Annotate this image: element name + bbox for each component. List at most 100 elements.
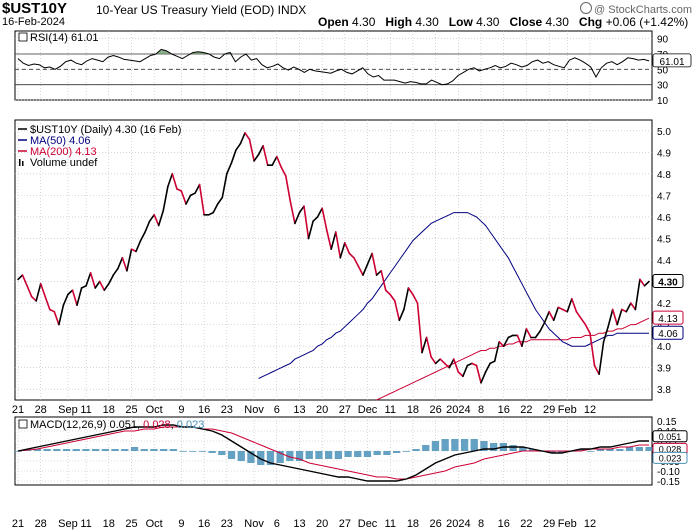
macd-x-tick-label: 22 bbox=[520, 518, 532, 530]
macd-histogram-bar bbox=[393, 451, 401, 453]
price-segment bbox=[185, 194, 192, 205]
price-segment bbox=[375, 269, 383, 276]
macd-x-tick-label: 11 bbox=[80, 518, 91, 530]
price-segment bbox=[566, 297, 573, 313]
price-segment bbox=[334, 231, 342, 259]
price-segment bbox=[180, 190, 187, 205]
price-x-tick-label: Nov bbox=[244, 404, 264, 416]
macd-histogram-bar bbox=[363, 451, 372, 457]
copyright: @ StockCharts.com bbox=[580, 2, 692, 16]
price-segment bbox=[235, 142, 242, 151]
macd-x-tick-label: 9 bbox=[178, 518, 184, 530]
price-segment bbox=[507, 334, 514, 339]
price-x-tick-label: 28 bbox=[35, 404, 47, 416]
rsi-y-tick-label: 10 bbox=[657, 96, 669, 107]
price-segment bbox=[153, 214, 160, 227]
price-segment bbox=[412, 293, 419, 304]
price-segment bbox=[602, 325, 609, 343]
price-segment bbox=[89, 272, 96, 289]
price-segment bbox=[471, 362, 478, 367]
price-segment bbox=[425, 336, 432, 358]
macd-x-tick-label: 29 bbox=[543, 518, 555, 530]
price-segment bbox=[253, 153, 260, 162]
symbol-description: 10-Year US Treasury Yield (EOD) INDX bbox=[96, 3, 306, 17]
price-segment bbox=[144, 220, 151, 233]
rsi-current-tag-box bbox=[652, 53, 692, 68]
macd-x-tick-label: 27 bbox=[339, 518, 351, 530]
price-tag-box bbox=[652, 310, 684, 325]
chart-date: 16-Feb-2024 bbox=[2, 16, 65, 28]
macd-x-tick-label: 11 bbox=[385, 518, 396, 530]
price-segment bbox=[393, 300, 401, 322]
price-y-tick-label: 4.4 bbox=[657, 256, 671, 267]
macd-x-tick-label: 23 bbox=[221, 518, 233, 530]
macd-histogram-bar bbox=[62, 449, 71, 451]
price-segment bbox=[198, 183, 205, 216]
macd-histogram-bar bbox=[189, 451, 197, 452]
price-x-tick-label: 18 bbox=[407, 404, 419, 416]
volume-icon-bar bbox=[22, 161, 24, 166]
macd-x-tick-label: 20 bbox=[316, 518, 328, 530]
copyright-text: @ StockCharts.com bbox=[594, 4, 692, 16]
price-segment bbox=[502, 336, 510, 348]
macd-histogram-bar bbox=[577, 449, 585, 451]
macd-tag-0: 0.051 bbox=[659, 432, 682, 442]
price-segment bbox=[430, 356, 437, 365]
price-y-tick-label: 4.6 bbox=[657, 213, 671, 224]
price-segment bbox=[616, 308, 623, 326]
price-segment bbox=[171, 173, 178, 190]
price-segment bbox=[157, 209, 165, 227]
price-y-tick-label: 4.8 bbox=[657, 170, 671, 181]
price-segment bbox=[462, 364, 469, 378]
macd-histogram-bar bbox=[451, 439, 459, 451]
price-segment bbox=[625, 302, 632, 313]
macd-x-tick-label: 8 bbox=[478, 518, 484, 530]
rsi-y-tick-label: 90 bbox=[657, 35, 669, 46]
price-segment bbox=[325, 229, 333, 250]
macd-histogram-bar bbox=[383, 451, 391, 455]
open-value: 4.30 bbox=[352, 15, 376, 29]
price-x-tick-label: Sep bbox=[58, 404, 78, 416]
price-segment bbox=[448, 358, 455, 369]
price-y-tick-label: 4.5 bbox=[657, 234, 671, 245]
macd-histogram-bar bbox=[441, 439, 449, 451]
macd-x-tick-label: 16 bbox=[198, 518, 210, 530]
price-y-tick-label: 3.8 bbox=[657, 385, 671, 396]
price-x-tick-label: 11 bbox=[80, 404, 91, 416]
macd-x-tick-label: 6 bbox=[274, 518, 280, 530]
price-x-tick-label: 27 bbox=[339, 404, 351, 416]
price-legend-3: Volume undef bbox=[30, 157, 98, 169]
price-x-tick-label: 6 bbox=[274, 404, 280, 416]
close-value: 4.30 bbox=[545, 15, 569, 29]
price-segment bbox=[493, 340, 501, 363]
price-segment bbox=[71, 289, 78, 307]
price-segment bbox=[362, 263, 369, 276]
price-x-tick-label: 23 bbox=[221, 404, 233, 416]
price-segment bbox=[452, 358, 460, 373]
price-segment bbox=[421, 336, 428, 354]
price-segment bbox=[39, 282, 47, 298]
macd-x-tick-label: 26 bbox=[430, 518, 442, 530]
macd-histogram-bar bbox=[422, 445, 430, 451]
macd-histogram-bar bbox=[247, 451, 255, 463]
macd-legend-part: 0.023 bbox=[177, 419, 205, 431]
price-segment bbox=[280, 166, 287, 177]
price-segment bbox=[525, 328, 532, 339]
macd-x-tick-label: 13 bbox=[293, 518, 305, 530]
macd-x-tick-label: 2024 bbox=[446, 518, 470, 530]
price-segment bbox=[176, 188, 183, 192]
price-segment bbox=[94, 280, 101, 289]
price-segment bbox=[353, 256, 360, 268]
price-x-tick-label: 22 bbox=[520, 404, 532, 416]
price-segment bbox=[634, 278, 641, 311]
price-segment bbox=[584, 323, 591, 335]
price-segment bbox=[475, 364, 482, 384]
macd-histogram-bar bbox=[72, 449, 80, 451]
price-segment bbox=[575, 310, 582, 320]
macd-legend: MACD(12,26,9) 0.051, 0.028, 0.023 bbox=[30, 419, 204, 431]
price-segment bbox=[598, 340, 605, 376]
macd-legend-part: 0.051 bbox=[109, 419, 137, 431]
price-segment bbox=[480, 371, 487, 384]
price-segment bbox=[303, 205, 310, 240]
price-tag-0: 4.30 bbox=[658, 278, 678, 289]
